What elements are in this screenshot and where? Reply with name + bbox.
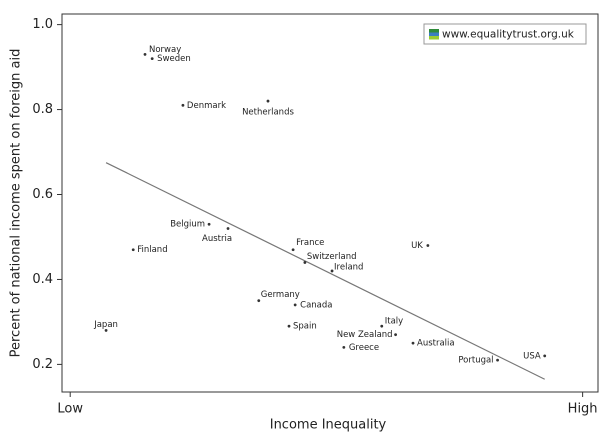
y-tick-label: 0.4 [32,272,53,287]
point-label: Ireland [334,262,363,272]
data-point [380,324,384,328]
point-label: Portugal [458,356,493,366]
data-point [181,103,185,107]
data-point [226,227,230,230]
point-label: Finland [137,245,167,255]
data-point [330,269,334,273]
watermark-box [423,23,587,45]
point-label: Norway [149,45,181,55]
data-point [150,57,154,60]
point-label: Japan [93,320,118,330]
point-label: Sweden [157,54,191,64]
x-tick-label: High [568,402,598,417]
y-tick-label: 0.6 [32,187,53,202]
x-axis-label: Income Inequality [270,418,387,433]
point-label: France [296,238,324,248]
data-point [143,52,147,56]
point-label: Australia [417,339,455,349]
point-label: Italy [385,317,403,327]
y-tick-label: 0.2 [32,357,53,372]
data-point [411,341,415,345]
logo [429,29,439,33]
y-tick-label: 1.0 [32,17,53,32]
watermark: www.equalitytrust.org.uk [423,23,587,45]
y-tick-label: 0.8 [32,102,53,117]
point-label: Switzerland [307,252,357,262]
logo [429,32,439,36]
watermark-text: www.equalitytrust.org.uk [442,29,575,41]
point-label: New Zealand [337,330,393,340]
y-axis-label: Percent of national income spent on fore… [9,49,24,358]
data-point [342,346,346,349]
point-label: Germany [261,290,300,300]
plot-frame [61,13,599,393]
point-label: Greece [349,343,379,353]
data-point [104,329,108,332]
data-point [426,244,430,247]
data-point [266,99,270,103]
data-point [303,261,307,264]
data-point [291,248,295,252]
point-label: Canada [300,300,332,310]
point-label: Netherlands [242,108,294,118]
data-point [496,358,499,362]
data-point [394,333,397,337]
data-point [543,354,547,358]
point-label: USA [523,351,541,361]
data-point [207,222,211,226]
trend-line [105,162,545,380]
data-point [293,303,297,307]
point-label: Austria [202,234,232,244]
data-point [257,299,261,303]
point-label: Belgium [170,220,205,230]
data-point [287,324,291,328]
logo [429,36,439,40]
x-tick-label: Low [57,402,83,417]
point-label: Denmark [187,101,226,111]
point-label: UK [411,241,423,251]
point-label: Spain [293,322,317,332]
data-point [131,248,135,252]
